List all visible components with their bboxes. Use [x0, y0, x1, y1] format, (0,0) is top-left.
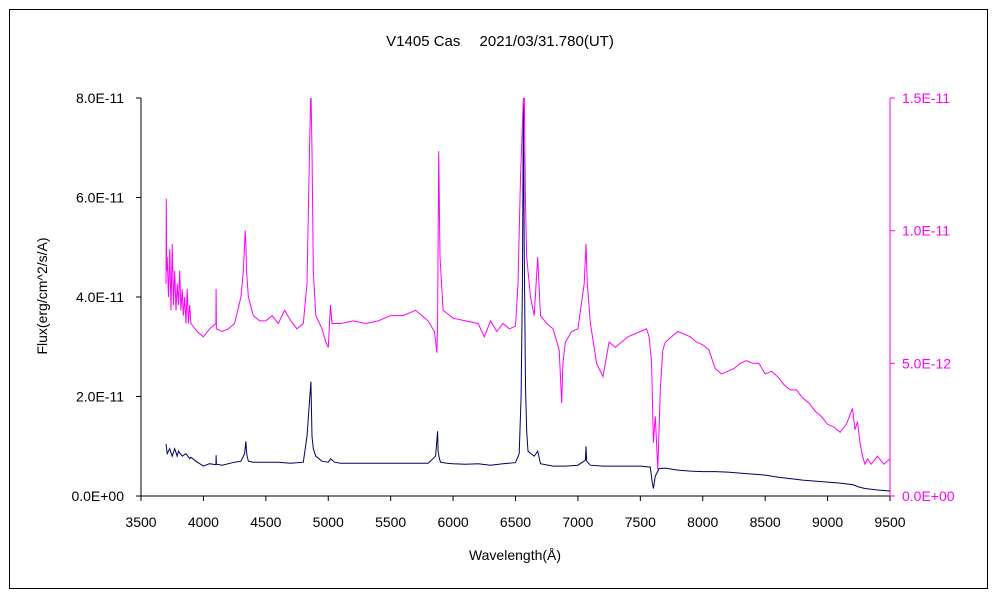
x-tick-label: 8000	[687, 514, 718, 530]
x-axis-label: Wavelength(Å)	[469, 547, 561, 563]
x-tick-label: 8500	[750, 514, 781, 530]
y-tick-label-left: 8.0E-11	[76, 90, 124, 106]
x-tick-label: 6500	[500, 514, 531, 530]
x-tick-label: 7000	[562, 514, 593, 530]
y-tick-label-left: 6.0E-11	[76, 190, 124, 206]
y-axis-label-left: Flux(erg/cm^2/s/A)	[34, 237, 50, 354]
x-tick-label: 9000	[812, 514, 843, 530]
x-tick-label: 7500	[625, 514, 656, 530]
x-tick-label: 5500	[375, 514, 406, 530]
y-tick-label-left: 2.0E-11	[76, 389, 124, 405]
x-tick-label: 4500	[250, 514, 281, 530]
y-tick-label-right: 1.5E-11	[902, 90, 950, 106]
plot-area: 3500 4000 4500 5000 5500 6000 6500 7000 7500 8000…	[71, 90, 955, 530]
chart-frame	[9, 9, 988, 589]
series-line-navy	[165, 102, 890, 492]
y-tick-label-left: 0.0E+00	[71, 488, 124, 504]
x-tick-label: 5000	[313, 514, 344, 530]
y-tick-label-right: 1.0E-11	[902, 223, 950, 239]
y-tick-label-right: 0.0E+00	[902, 488, 955, 504]
x-tick-label: 3500	[125, 514, 156, 530]
x-tick-label: 9500	[874, 514, 905, 530]
y-tick-label-left: 4.0E-11	[76, 289, 124, 305]
y-tick-label-right: 5.0E-12	[902, 355, 951, 371]
x-tick-label: 4000	[188, 514, 219, 530]
chart-title: V1405 Cas 2021/03/31.780(UT)	[386, 33, 614, 50]
x-tick-label: 6000	[438, 514, 469, 530]
series-line-magenta	[165, 98, 890, 470]
